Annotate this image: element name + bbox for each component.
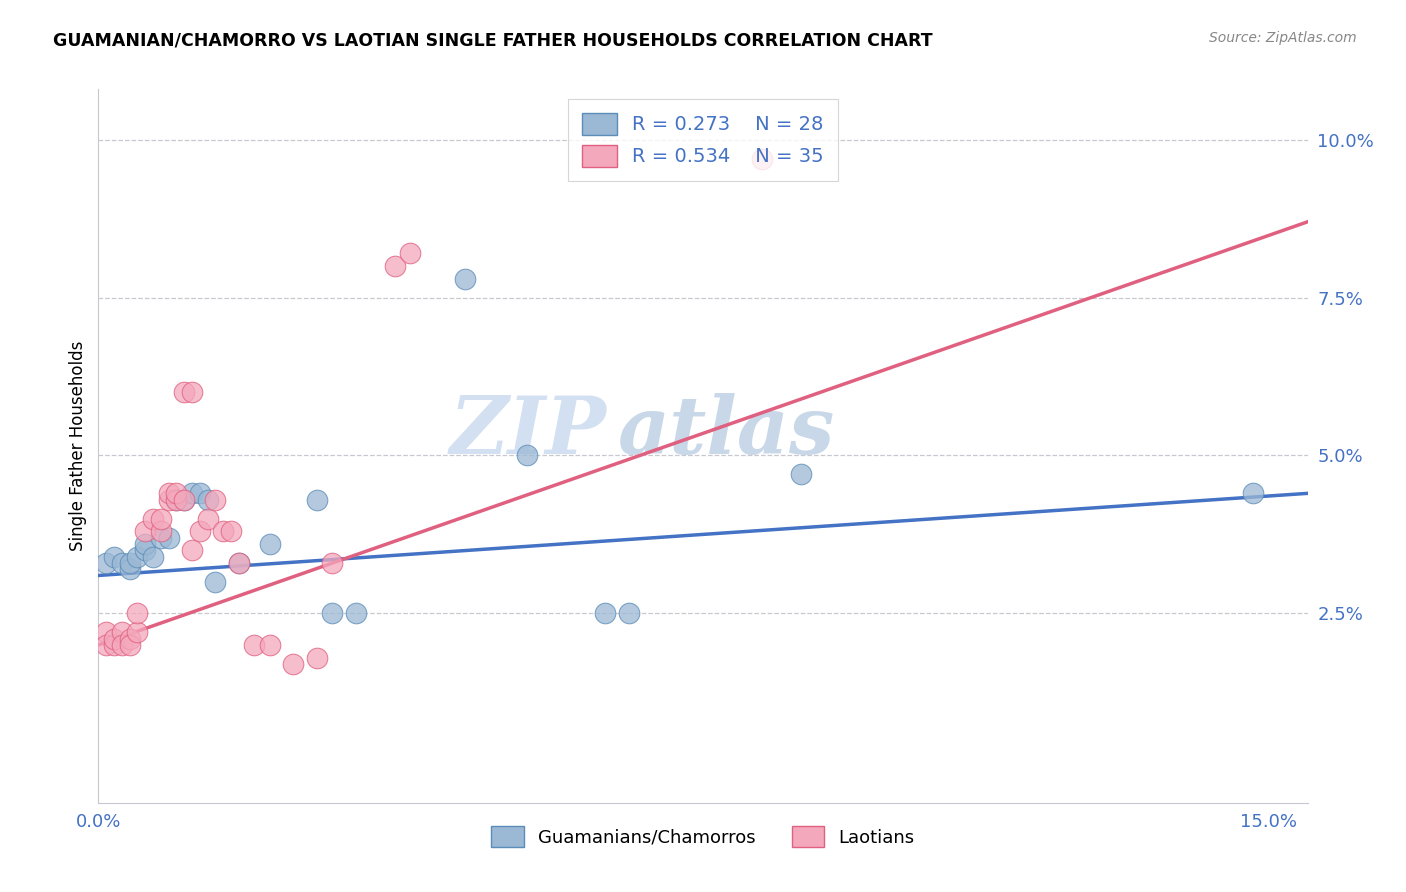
Point	[305, 650, 328, 665]
Point	[103, 638, 125, 652]
Point	[157, 486, 180, 500]
Point	[165, 492, 187, 507]
Point	[219, 524, 242, 539]
Text: Source: ZipAtlas.com: Source: ZipAtlas.com	[1209, 31, 1357, 45]
Point	[142, 549, 165, 564]
Point	[157, 492, 180, 507]
Point	[165, 492, 187, 507]
Point	[142, 511, 165, 525]
Point	[157, 531, 180, 545]
Point	[111, 638, 134, 652]
Point	[134, 524, 156, 539]
Point	[181, 385, 204, 400]
Point	[149, 531, 172, 545]
Point	[283, 657, 305, 671]
Y-axis label: Single Father Households: Single Father Households	[69, 341, 87, 551]
Point	[127, 549, 149, 564]
Text: GUAMANIAN/CHAMORRO VS LAOTIAN SINGLE FATHER HOUSEHOLDS CORRELATION CHART: GUAMANIAN/CHAMORRO VS LAOTIAN SINGLE FAT…	[53, 31, 934, 49]
Point	[173, 492, 195, 507]
Point	[165, 486, 187, 500]
Point	[103, 549, 125, 564]
Point	[103, 632, 125, 646]
Point	[118, 562, 141, 576]
Point	[96, 625, 118, 640]
Point	[228, 556, 250, 570]
Point	[134, 543, 156, 558]
Point	[181, 543, 204, 558]
Point	[204, 574, 226, 589]
Point	[617, 607, 640, 621]
Point	[111, 625, 134, 640]
Text: atlas: atlas	[619, 393, 835, 470]
Point	[228, 556, 250, 570]
Point	[454, 271, 477, 285]
Point	[197, 511, 219, 525]
Point	[595, 607, 617, 621]
Point	[173, 385, 195, 400]
Point	[134, 537, 156, 551]
Point	[243, 638, 266, 652]
Legend: Guamanians/Chamorros, Laotians: Guamanians/Chamorros, Laotians	[484, 819, 922, 855]
Point	[118, 556, 141, 570]
Text: ZIP: ZIP	[450, 393, 606, 470]
Point	[111, 556, 134, 570]
Point	[188, 524, 211, 539]
Point	[197, 492, 219, 507]
Point	[1241, 486, 1264, 500]
Point	[384, 259, 406, 273]
Point	[259, 537, 281, 551]
Point	[399, 246, 422, 260]
Point	[516, 449, 538, 463]
Point	[149, 524, 172, 539]
Point	[305, 492, 328, 507]
Point	[188, 486, 211, 500]
Point	[204, 492, 226, 507]
Point	[259, 638, 281, 652]
Point	[96, 638, 118, 652]
Point	[149, 511, 172, 525]
Point	[181, 486, 204, 500]
Point	[173, 492, 195, 507]
Point	[212, 524, 235, 539]
Point	[118, 632, 141, 646]
Point	[789, 467, 811, 482]
Point	[96, 556, 118, 570]
Point	[127, 607, 149, 621]
Point	[344, 607, 367, 621]
Point	[321, 607, 343, 621]
Point	[321, 556, 343, 570]
Point	[751, 152, 773, 166]
Point	[127, 625, 149, 640]
Point	[118, 638, 141, 652]
